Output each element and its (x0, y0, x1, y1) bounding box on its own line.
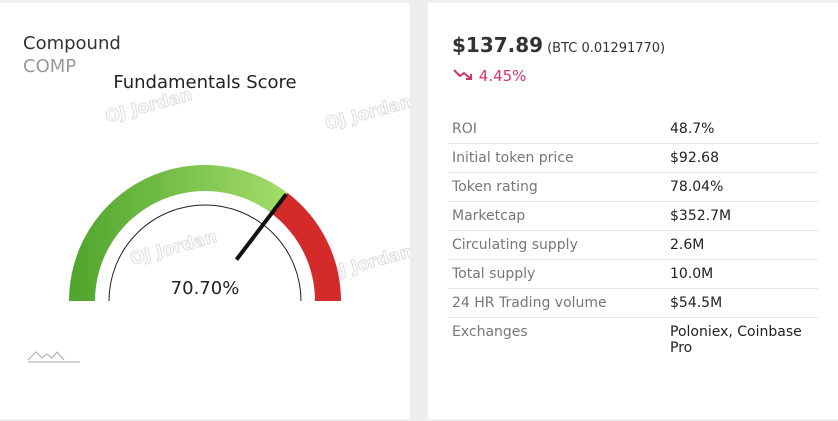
score-card: Compound COMP Fundamentals Score OJ Jord… (0, 3, 410, 419)
stat-row: ROI 48.7% (448, 115, 818, 144)
stat-label: Token rating (448, 172, 666, 202)
stats-card: $137.89 (BTC 0.01291770) 4.45% ROI 48.7% In… (428, 3, 838, 419)
stat-label: ROI (448, 115, 666, 144)
stat-value: $352.7M (666, 201, 818, 231)
stat-label: Circulating supply (448, 230, 666, 260)
price-usd: $137.89 (452, 33, 544, 57)
stat-value: Poloniex, Coinbase Pro (670, 324, 802, 356)
watermark: OJ Jordan (128, 227, 219, 269)
stat-row: Total supply 10.0M (448, 259, 818, 289)
gauge-inner (108, 204, 302, 302)
coin-symbol: COMP (23, 56, 77, 77)
change: 4.45% (452, 67, 526, 85)
stat-row: Exchanges Poloniex, Coinbase Pro (448, 318, 818, 363)
change-value: 4.45% (478, 67, 527, 85)
price-btc: (BTC 0.01291770) (547, 41, 666, 56)
stat-label: Total supply (448, 259, 666, 289)
stat-label: 24 HR Trading volume (448, 288, 666, 318)
gauge-value: 70.70% (171, 278, 240, 299)
price: $137.89 (BTC 0.01291770) (452, 33, 665, 57)
stat-value: $54.5M (666, 288, 818, 318)
stat-value: 78.04% (666, 172, 818, 202)
logo-icon (27, 351, 80, 363)
stat-row: 24 HR Trading volume $54.5M (448, 288, 818, 318)
stat-row: Circulating supply 2.6M (448, 230, 818, 260)
gauge-title: Fundamentals Score (113, 72, 296, 93)
stat-row: Marketcap $352.7M (448, 201, 818, 231)
stat-row: Token rating 78.04% (448, 172, 818, 202)
stat-row: Initial token price $92.68 (448, 143, 818, 173)
gauge-band-low (69, 165, 288, 301)
coin-name: Compound (23, 33, 121, 54)
stat-label: Marketcap (448, 201, 666, 231)
stat-value: 2.6M (666, 230, 818, 260)
stat-label: Exchanges (452, 324, 528, 340)
stat-value: 48.7% (666, 115, 818, 144)
watermark: OJ Jordan (323, 92, 410, 134)
stat-value: 10.0M (666, 259, 818, 289)
stats-table: ROI 48.7% Initial token price $92.68 Token r… (448, 115, 818, 362)
stat-value: $92.68 (666, 143, 818, 173)
down-arrow (453, 69, 472, 80)
gauge-band-high (271, 192, 341, 301)
gauge-needle (234, 193, 288, 261)
stat-label: Initial token price (448, 143, 666, 173)
